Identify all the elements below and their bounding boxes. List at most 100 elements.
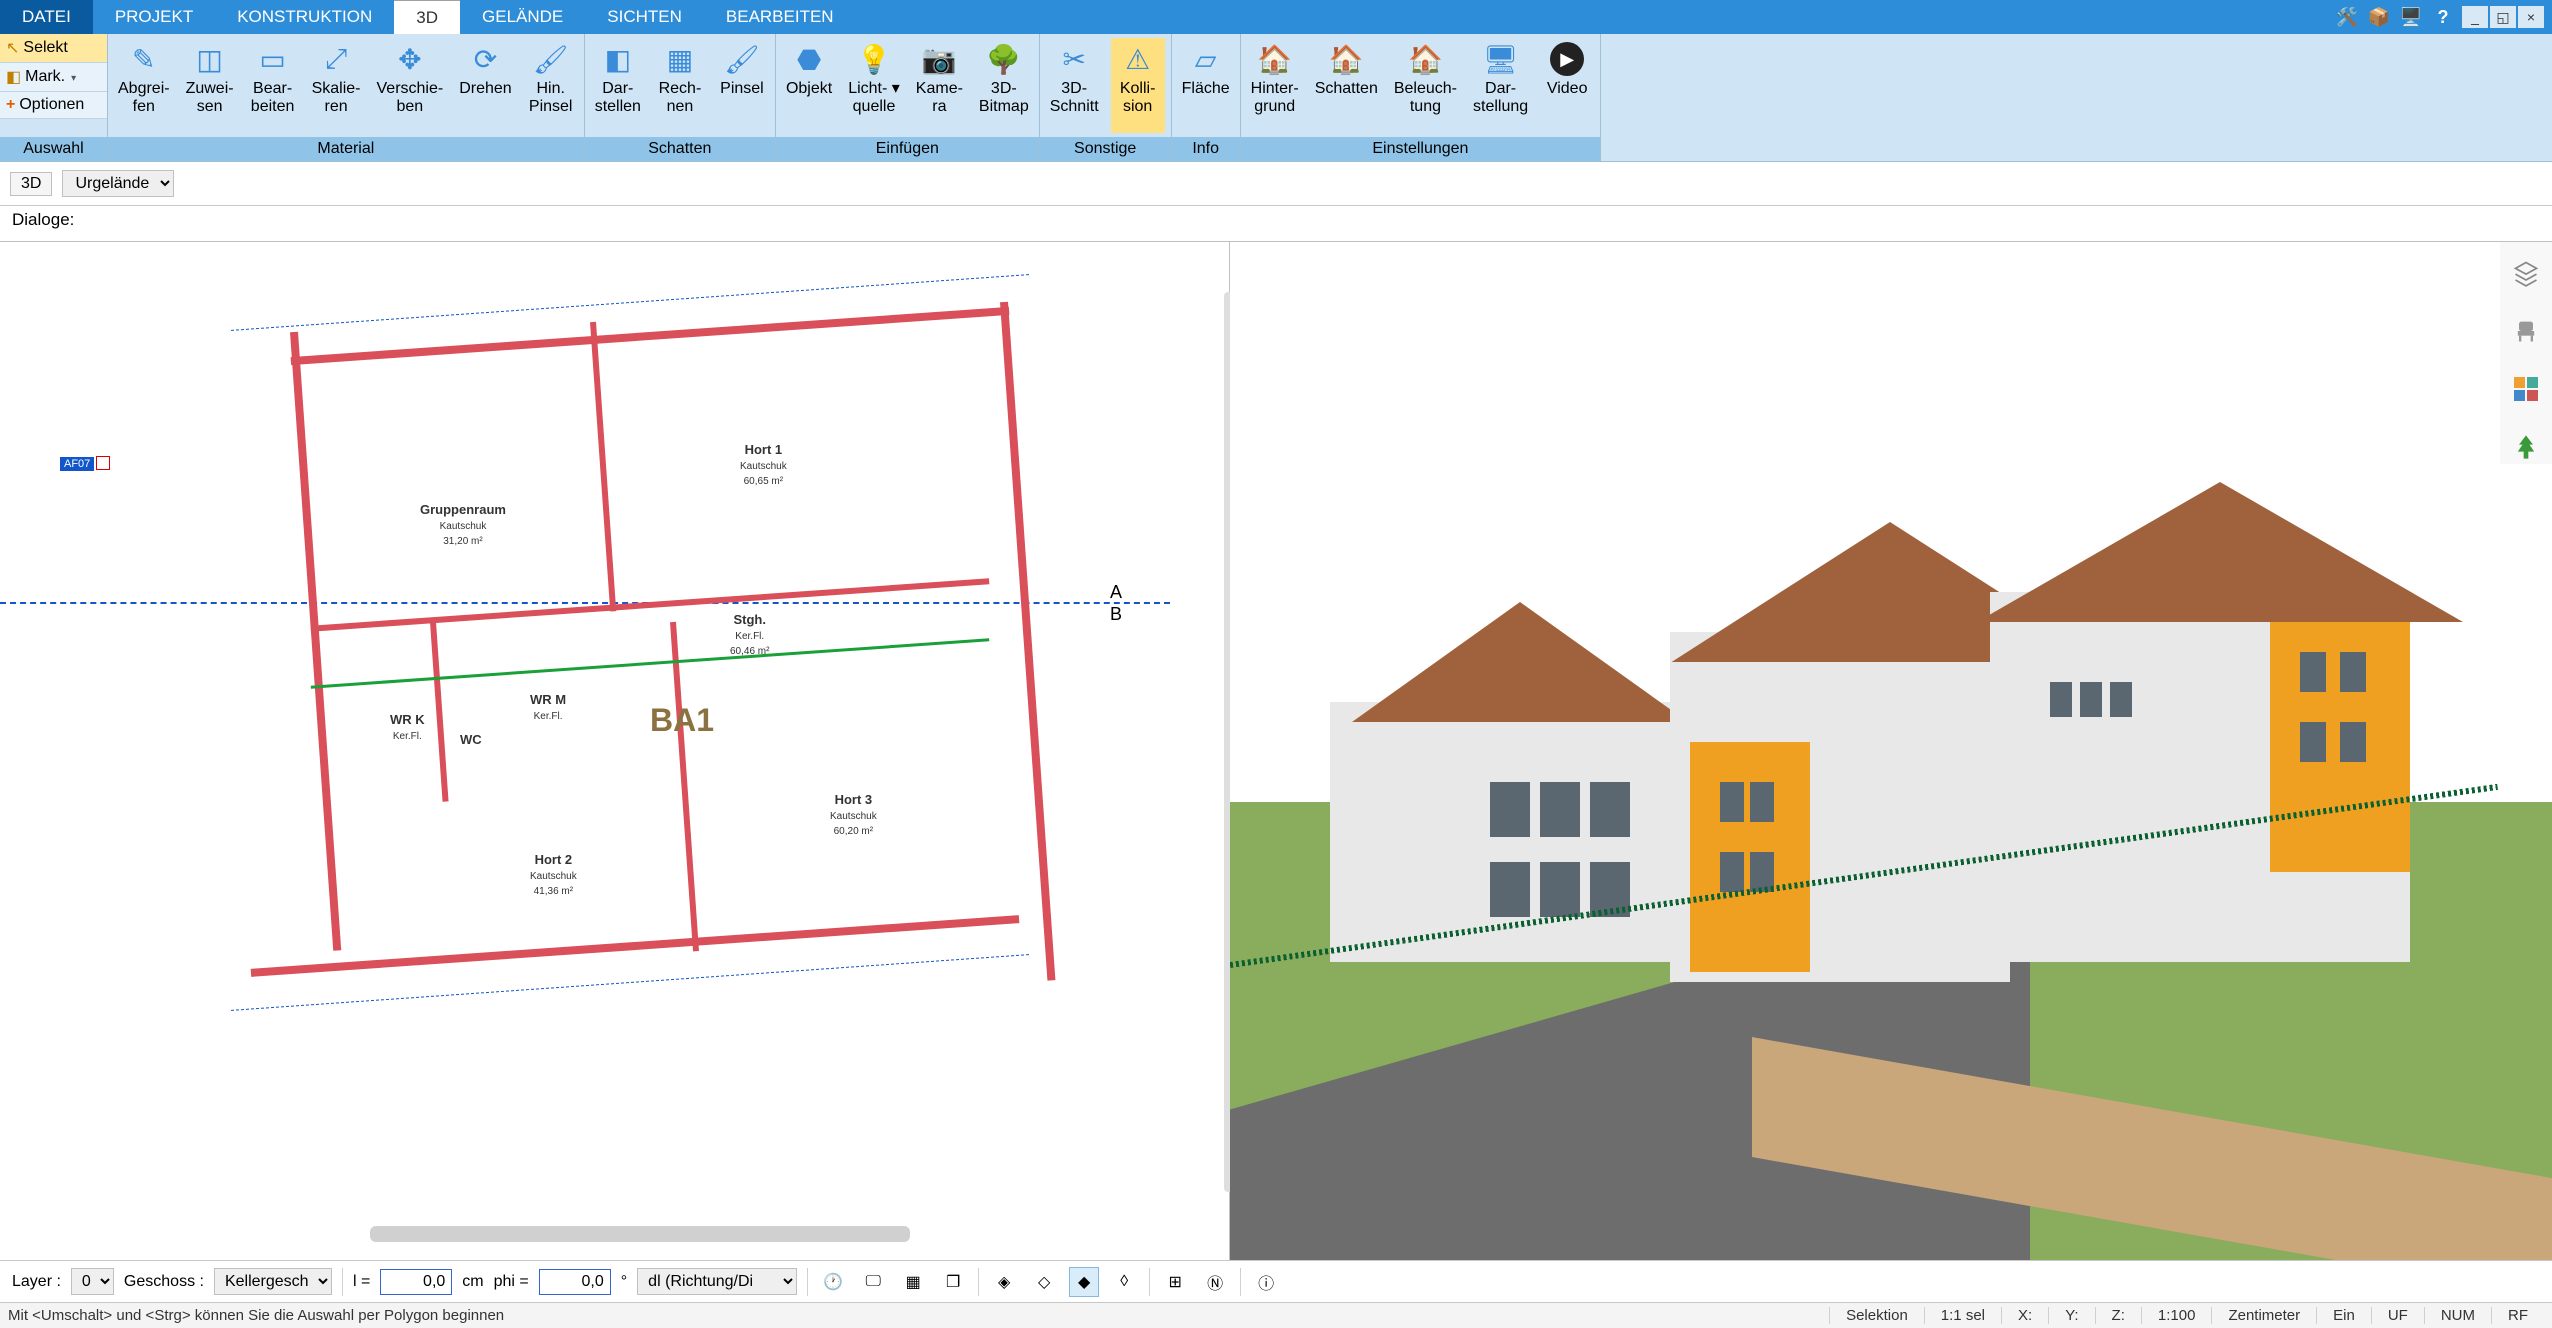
diamond1-icon[interactable]: ◈	[989, 1267, 1019, 1297]
ribbon-item-hintergrund[interactable]: 🏠Hinter-grund	[1247, 38, 1303, 133]
layers-icon[interactable]	[2509, 256, 2543, 290]
ribbon-icon: ◧	[599, 40, 637, 78]
ribbon-item-pinsel[interactable]: 🖌Pinsel	[715, 38, 769, 133]
wall	[590, 322, 616, 612]
restore-button[interactable]: ◱	[2490, 6, 2516, 28]
ribbon-item-dbitmap[interactable]: 🌳3D-Bitmap	[975, 38, 1033, 133]
tree-icon[interactable]	[2509, 430, 2543, 464]
ribbon-item-bearbeiten[interactable]: ▭Bear-beiten	[246, 38, 300, 133]
layer-dropdown[interactable]: 0	[71, 1268, 114, 1295]
ribbon-item-beleuchtung[interactable]: 🏠Beleuch-tung	[1390, 38, 1461, 133]
bldg-window	[2050, 682, 2072, 717]
status-bar: Mit <Umschalt> und <Strg> können Sie die…	[0, 1302, 2552, 1328]
screen-icon[interactable]: 🖥️	[2398, 4, 2424, 30]
geschoss-dropdown[interactable]: Kellergesch	[214, 1268, 332, 1295]
minimize-button[interactable]: _	[2462, 6, 2488, 28]
bldg-window	[1720, 852, 1744, 892]
diamond3-icon[interactable]: ◆	[1069, 1267, 1099, 1297]
diamond2-icon[interactable]: ◇	[1029, 1267, 1059, 1297]
horizontal-scrollbar[interactable]	[370, 1226, 910, 1242]
ribbon-item-rechnen[interactable]: ▦Rech-nen	[653, 38, 707, 133]
phi-input[interactable]	[539, 1269, 611, 1295]
ribbon-item-dschnitt[interactable]: ✂3D-Schnitt	[1046, 38, 1103, 133]
menu-tab-sichten[interactable]: SICHTEN	[585, 0, 704, 34]
menu-tab-datei[interactable]: DATEI	[0, 0, 93, 34]
info-icon[interactable]: ⓘ	[1251, 1267, 1281, 1297]
ribbon-item-objekt[interactable]: ⬣Objekt	[782, 38, 836, 133]
ribbon-icon: 💡	[855, 40, 893, 78]
ribbon-icon: 🖌	[532, 40, 570, 78]
monitor-icon[interactable]: 🖵	[858, 1267, 888, 1297]
box-icon[interactable]: 📦	[2366, 4, 2392, 30]
room-label: WR MKer.Fl.	[530, 692, 566, 722]
ribbon-icon: ▭	[254, 40, 292, 78]
clock-icon[interactable]: 🕐	[818, 1267, 848, 1297]
mark-button[interactable]: ◧Mark.	[0, 63, 107, 92]
menu-tab-projekt[interactable]: PROJEKT	[93, 0, 215, 34]
ribbon-item-label: Dar-stellen	[595, 80, 641, 117]
ribbon-item-kollision[interactable]: ⚠Kolli-sion	[1111, 38, 1165, 133]
bldg-window	[1490, 782, 1530, 837]
wall	[251, 915, 1020, 977]
palette-icon[interactable]	[2509, 372, 2543, 406]
view-tab-3d[interactable]: 3D	[10, 172, 52, 196]
tools-icon[interactable]: 🛠️	[2334, 4, 2360, 30]
separator	[342, 1268, 343, 1296]
menu-right: 🛠️ 📦 🖥️ ? _ ◱ ×	[2334, 0, 2552, 34]
wall	[291, 307, 1010, 365]
diamond4-icon[interactable]: ◊	[1109, 1267, 1139, 1297]
ribbon-icon: 🖌	[723, 40, 761, 78]
north-icon[interactable]: Ⓝ	[1200, 1267, 1230, 1297]
floorplan-pane[interactable]: BA1 Hort 1Kautschuk60,65 m²GruppenraumKa…	[0, 242, 1230, 1260]
ribbon-group-label: Sonstige	[1040, 137, 1171, 161]
menu-tab-bearbeiten[interactable]: BEARBEITEN	[704, 0, 856, 34]
ribbon-item-skalieren[interactable]: ⤢Skalie-ren	[308, 38, 365, 133]
bldg-window	[2300, 652, 2326, 692]
ribbon-item-flche[interactable]: ▱Fläche	[1178, 38, 1234, 133]
ribbon-item-video[interactable]: ▶Video	[1540, 38, 1594, 133]
bldg-window	[1540, 862, 1580, 917]
menu-tab-3d[interactable]: 3D	[394, 0, 460, 34]
stack-icon[interactable]: ❐	[938, 1267, 968, 1297]
ribbon-item-label: Verschie-ben	[377, 80, 444, 117]
help-icon[interactable]: ?	[2430, 4, 2456, 30]
ribbon-item-hinpinsel[interactable]: 🖌Hin.Pinsel	[524, 38, 578, 133]
ribbon-item-darstellung[interactable]: 🖥Dar-stellung	[1469, 38, 1532, 133]
menu-tab-konstruktion[interactable]: KONSTRUKTION	[215, 0, 394, 34]
ribbon-group-label: Schatten	[585, 137, 775, 161]
l-input[interactable]	[380, 1269, 452, 1295]
close-button[interactable]: ×	[2518, 6, 2544, 28]
ribbon-item-label: Drehen	[459, 80, 511, 98]
bldg-window	[2300, 722, 2326, 762]
ribbon-item-abgreifen[interactable]: ✎Abgrei-fen	[114, 38, 174, 133]
bldg-window	[1590, 782, 1630, 837]
dl-dropdown[interactable]: dl (Richtung/Di	[637, 1268, 797, 1295]
selekt-button[interactable]: ↖Selekt	[0, 34, 107, 63]
optionen-button[interactable]: +Optionen	[0, 92, 107, 119]
ribbon-item-schatten[interactable]: 🏠Schatten	[1311, 38, 1382, 133]
dialog-bar: Dialoge:	[0, 206, 2552, 242]
ribbon-item-label: Kame-ra	[916, 80, 963, 117]
ribbon-item-lichtquelle[interactable]: 💡Licht- ▾quelle	[844, 38, 904, 133]
grid-icon[interactable]: ⊞	[1160, 1267, 1190, 1297]
cubes-icon[interactable]: ▦	[898, 1267, 928, 1297]
ribbon-item-label: 3D-Bitmap	[979, 80, 1029, 117]
ribbon-group-sonstige: ✂3D-Schnitt⚠Kolli-sion Sonstige	[1040, 34, 1172, 161]
ribbon-icon: 🖥	[1482, 40, 1520, 78]
status-ratio: 1:1 sel	[1924, 1307, 2001, 1324]
ribbon-item-zuweisen[interactable]: ◫Zuwei-sen	[182, 38, 238, 133]
bldg-window	[2340, 652, 2366, 692]
separator	[1149, 1268, 1150, 1296]
ribbon-item-label: Dar-stellung	[1473, 80, 1528, 117]
ribbon-group-schatten: ◧Dar-stellen▦Rech-nen🖌PinselSchatten	[585, 34, 776, 161]
layer-select[interactable]: Urgelände	[62, 170, 174, 197]
ribbon-icon: ▶	[1548, 40, 1586, 78]
menu-tab-gelaende[interactable]: GELÄNDE	[460, 0, 585, 34]
3d-view-pane[interactable]	[1230, 242, 2552, 1260]
ribbon-item-kamera[interactable]: 📷Kame-ra	[912, 38, 967, 133]
ribbon-item-darstellen[interactable]: ◧Dar-stellen	[591, 38, 645, 133]
ribbon-item-verschieben[interactable]: ✥Verschie-ben	[373, 38, 448, 133]
ribbon-item-drehen[interactable]: ⟳Drehen	[455, 38, 515, 133]
chair-icon[interactable]	[2509, 314, 2543, 348]
status-hint: Mit <Umschalt> und <Strg> können Sie die…	[8, 1307, 1829, 1324]
